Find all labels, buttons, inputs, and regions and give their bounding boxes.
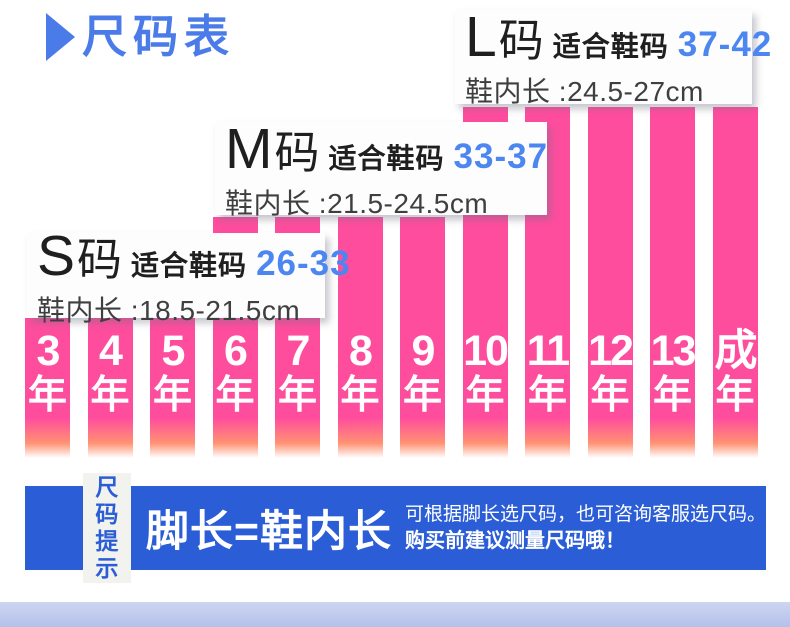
size-tip-badge-line1: 尺码 bbox=[95, 474, 119, 527]
size-box-l-line2: 鞋内长 :24.5-27cm bbox=[465, 70, 742, 110]
age-bar-label-top: 10 bbox=[463, 327, 509, 375]
age-bar-label: 10 年 bbox=[459, 328, 512, 418]
size-letter: L bbox=[465, 5, 497, 69]
fit-label: 适合鞋码 bbox=[131, 249, 248, 281]
age-bar-label-top: 5 bbox=[161, 327, 186, 375]
age-bar-12: 12 年 bbox=[587, 107, 634, 458]
page-title: 尺码表 bbox=[46, 12, 235, 62]
size-tip-badge: 尺码 提示 bbox=[83, 473, 131, 583]
age-bar-label-bottom: 年 bbox=[90, 374, 130, 417]
age-bar-label-bottom: 年 bbox=[527, 374, 567, 417]
age-bar-label-bottom: 年 bbox=[152, 374, 192, 417]
inner-length-label: 鞋内长 : bbox=[37, 294, 140, 326]
inner-length-label: 鞋内长 : bbox=[225, 187, 328, 219]
size-letter: M bbox=[225, 116, 273, 181]
age-bar-13: 13 年 bbox=[650, 107, 696, 458]
size-suffix: 码 bbox=[274, 126, 320, 178]
size-suffix: 码 bbox=[77, 233, 123, 285]
age-bar-label-bottom: 年 bbox=[652, 374, 692, 417]
size-letter: S bbox=[37, 223, 76, 288]
age-bar-label-top: 成 bbox=[714, 327, 758, 375]
size-box-m-line2: 鞋内长 :21.5-24.5cm bbox=[225, 182, 537, 222]
age-bar-label-top: 12 bbox=[588, 327, 634, 375]
fit-label: 适合鞋码 bbox=[552, 31, 669, 62]
page-title-text: 尺码表 bbox=[82, 11, 236, 62]
shoe-size-range: 33-37 bbox=[453, 136, 549, 176]
age-bar-成: 成年 bbox=[712, 107, 758, 458]
age-bar-label-bottom: 年 bbox=[277, 374, 317, 417]
size-tip-badge-line2: 提示 bbox=[95, 528, 119, 581]
age-bar-label-top: 8 bbox=[349, 327, 373, 375]
age-bar-label-bottom: 年 bbox=[27, 374, 67, 417]
age-bar-label-bottom: 年 bbox=[590, 374, 630, 417]
age-bar-label-top: 6 bbox=[224, 327, 248, 375]
inner-length-value: 18.5-21.5cm bbox=[139, 294, 301, 326]
tip-note-line2: 购买前建议测量尺码哦！ bbox=[404, 529, 625, 552]
age-bar-label-bottom: 年 bbox=[402, 374, 442, 417]
age-bar-label-top: 7 bbox=[286, 327, 311, 375]
age-bar-label: 12 年 bbox=[584, 328, 637, 418]
tip-note-line1: 可根据脚长选尺码，也可咨询客服选尺码。 bbox=[404, 503, 766, 525]
inner-length-label: 鞋内长 : bbox=[465, 76, 568, 107]
age-bar-label-top: 3 bbox=[36, 327, 61, 375]
arrow-right-icon bbox=[46, 13, 75, 61]
next-section-edge bbox=[0, 602, 790, 627]
age-bar-label-bottom: 年 bbox=[465, 374, 505, 417]
age-bar-label-top: 11 bbox=[526, 327, 570, 375]
tip-headline: 脚长=鞋内长 bbox=[145, 508, 392, 556]
age-bar-label: 11 年 bbox=[521, 328, 574, 418]
tip-notes: 可根据脚长选尺码，也可咨询客服选尺码。 购买前建议测量尺码哦！ bbox=[405, 502, 766, 555]
size-box-s-line2: 鞋内长 :18.5-21.5cm bbox=[37, 289, 315, 329]
inner-length-value: 21.5-24.5cm bbox=[327, 187, 489, 219]
shoe-size-range: 26-33 bbox=[256, 243, 351, 283]
age-bar-label: 成年 bbox=[709, 328, 762, 418]
age-bar-label-bottom: 年 bbox=[715, 374, 755, 417]
size-suffix: 码 bbox=[498, 15, 544, 66]
shoe-size-range: 37-42 bbox=[677, 25, 773, 64]
tip-banner: 尺码 提示 脚长=鞋内长 可根据脚长选尺码，也可咨询客服选尺码。 购买前建议测量… bbox=[25, 473, 766, 583]
fit-label: 适合鞋码 bbox=[328, 142, 445, 174]
age-bar-label: 13 年 bbox=[646, 328, 699, 418]
inner-length-value: 24.5-27cm bbox=[567, 76, 704, 107]
age-bar-label-top: 9 bbox=[411, 327, 436, 375]
age-bar-label-bottom: 年 bbox=[340, 374, 380, 417]
age-bar-11: 11 年 bbox=[525, 107, 570, 458]
age-bar-label-bottom: 年 bbox=[215, 374, 255, 417]
age-bar-label-top: 13 bbox=[650, 327, 697, 375]
age-bar-label-top: 4 bbox=[99, 327, 123, 375]
